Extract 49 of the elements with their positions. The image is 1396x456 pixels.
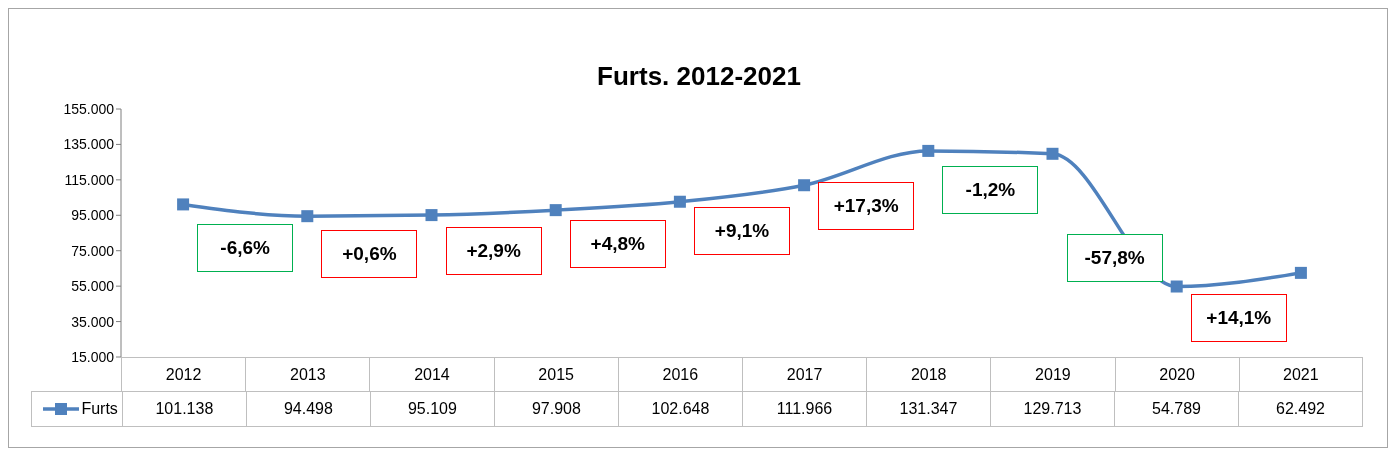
legend-label: Furts [81,400,118,418]
annotation: +0,6% [321,229,418,278]
annotation: -57,8% [1066,234,1163,283]
x-tick-label: 2014 [369,358,494,392]
y-tick-label: 135.000 [63,136,115,153]
data-label: 101.138 [121,392,246,426]
annotation: +4,8% [569,219,666,268]
point [1170,280,1183,293]
x-tick-label: 2013 [245,358,370,392]
annotation: +17,3% [818,182,915,231]
point [922,144,935,157]
point [549,204,562,217]
data-label: 131.347 [865,392,990,426]
annotation: +2,9% [445,226,542,275]
point [301,210,314,223]
data-label: 111.966 [741,392,866,426]
annotation: -1,2% [942,166,1039,215]
data-label: 54.789 [1114,392,1239,426]
y-tick-label: 155.000 [63,100,115,117]
y-tick-label: 55.000 [71,278,115,295]
y-tick-label: 15.000 [71,348,115,365]
y-tick-label: 95.000 [71,207,115,224]
x-tick-label: 2017 [741,358,867,392]
data-label: 62.492 [1238,392,1363,426]
x-tick-label: 2016 [617,358,742,392]
point [1294,266,1307,279]
point [177,198,190,211]
data-label: 129.713 [989,392,1114,426]
annotation: +9,1% [694,207,790,256]
x-tick-label: 2019 [990,358,1115,392]
annotation: +14,1% [1190,293,1287,342]
data-label: 97.908 [493,392,618,426]
x-tick-label: 2018 [866,358,991,392]
point [425,209,438,222]
annotation: -6,6% [197,224,294,273]
y-tick-label: 35.000 [71,313,115,330]
data-label: 94.498 [245,392,370,426]
x-tick-label: 2021 [1238,358,1363,392]
data-label: 95.109 [369,392,494,426]
x-tick-label: 2015 [493,358,618,392]
x-tick-label: 2012 [121,358,246,392]
chart-title: Furts. 2012-2021 [596,61,802,92]
point [1046,147,1059,160]
point [798,179,811,192]
data-label: 102.648 [617,392,742,426]
y-tick-label: 75.000 [71,242,115,259]
y-tick-label: 115.000 [64,171,115,188]
x-tick-label: 2020 [1114,358,1239,392]
point [673,195,686,208]
